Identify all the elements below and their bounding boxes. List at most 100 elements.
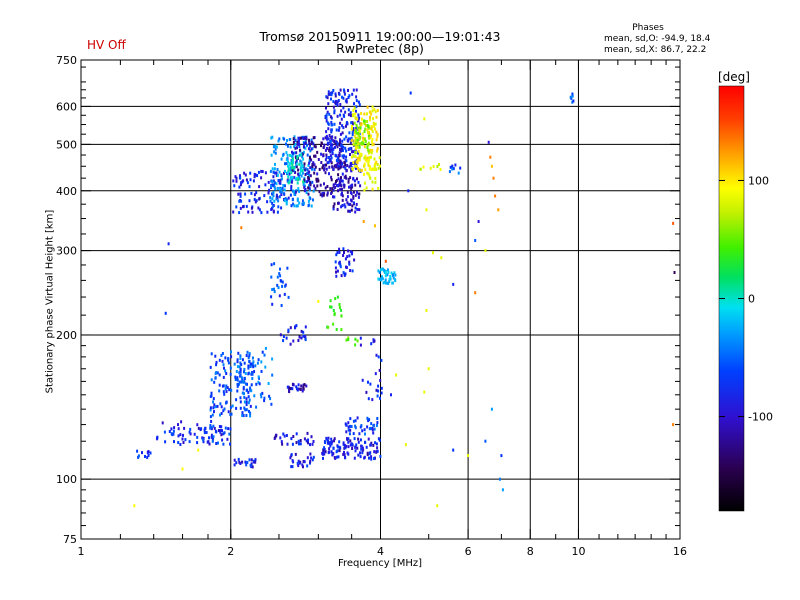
data-point <box>280 193 283 196</box>
data-point <box>282 184 285 187</box>
data-point <box>177 423 179 427</box>
data-point <box>370 342 373 346</box>
data-point <box>373 164 376 168</box>
data-point <box>366 112 368 116</box>
data-point <box>273 287 275 291</box>
data-point <box>310 456 313 460</box>
data-point <box>336 156 339 160</box>
data-point <box>225 384 228 388</box>
data-point <box>241 413 244 417</box>
data-point <box>295 151 298 155</box>
data-point <box>250 389 253 393</box>
data-point <box>287 329 290 333</box>
data-point <box>291 157 294 161</box>
data-point <box>352 88 355 92</box>
data-point <box>281 280 284 284</box>
data-point <box>280 177 283 181</box>
data-point <box>354 143 357 147</box>
data-point <box>358 192 361 196</box>
data-point <box>292 160 294 164</box>
data-point <box>221 352 224 355</box>
data-point <box>351 121 354 125</box>
data-point <box>312 161 315 165</box>
data-point <box>345 176 348 180</box>
data-point <box>358 103 361 107</box>
data-point <box>572 99 575 103</box>
data-point <box>348 131 351 135</box>
data-point <box>329 187 332 191</box>
data-point <box>273 145 276 149</box>
data-point <box>251 465 254 469</box>
data-point <box>276 173 279 177</box>
data-point <box>349 111 352 115</box>
data-point <box>326 441 329 445</box>
data-point <box>325 167 328 171</box>
data-point <box>368 126 371 130</box>
data-point <box>305 384 308 388</box>
data-point <box>291 387 294 391</box>
data-point <box>356 446 359 450</box>
data-point <box>394 279 397 283</box>
data-point <box>235 179 238 183</box>
data-point <box>350 136 353 140</box>
data-point <box>320 144 322 148</box>
data-point <box>298 335 301 339</box>
data-point <box>325 163 328 167</box>
data-point <box>328 165 331 169</box>
data-point <box>330 97 332 101</box>
data-point <box>264 346 267 350</box>
data-point <box>236 360 239 364</box>
data-point <box>340 314 343 318</box>
data-point <box>336 102 339 106</box>
data-point <box>371 398 374 402</box>
data-point <box>217 429 220 432</box>
data-point <box>264 183 267 187</box>
data-point <box>251 371 254 374</box>
data-point <box>357 145 360 149</box>
data-point <box>261 350 264 354</box>
data-point <box>338 166 341 170</box>
data-point <box>367 380 369 384</box>
data-point <box>295 162 298 166</box>
data-point <box>224 356 227 360</box>
data-point <box>309 149 312 153</box>
data-point <box>289 326 292 330</box>
data-point <box>323 191 326 195</box>
data-point <box>342 106 345 110</box>
data-point <box>366 128 369 132</box>
data-point <box>355 105 358 109</box>
data-point <box>270 402 273 406</box>
data-point <box>320 161 323 164</box>
data-point <box>484 249 487 253</box>
data-point <box>314 186 317 190</box>
data-point <box>363 456 366 460</box>
data-point <box>309 443 311 447</box>
data-point <box>334 94 337 98</box>
data-point <box>291 465 294 469</box>
data-point <box>345 149 348 153</box>
data-point <box>347 180 350 184</box>
data-point <box>368 167 371 171</box>
data-point <box>353 139 356 143</box>
data-point <box>218 425 221 428</box>
data-point <box>362 220 365 223</box>
data-point <box>232 210 235 214</box>
data-point <box>293 190 296 194</box>
data-point <box>173 426 176 430</box>
data-point <box>360 112 363 115</box>
data-point <box>235 370 238 373</box>
data-point <box>334 145 336 149</box>
data-point <box>161 421 164 425</box>
data-point <box>345 135 348 139</box>
data-point <box>270 136 273 140</box>
data-point <box>374 127 377 131</box>
data-point <box>304 173 307 176</box>
data-point <box>224 426 227 430</box>
data-point <box>219 413 221 417</box>
data-point <box>248 199 251 203</box>
data-point <box>225 390 228 393</box>
data-point <box>364 432 366 436</box>
data-point <box>307 171 310 175</box>
data-point <box>350 126 353 130</box>
data-point <box>359 438 362 442</box>
